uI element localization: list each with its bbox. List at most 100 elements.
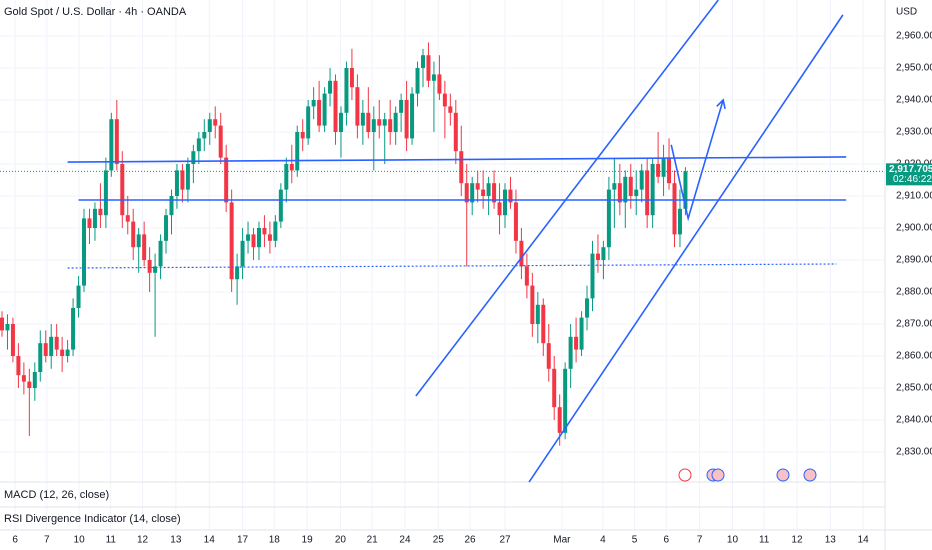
x-tick-label: 14 <box>204 535 216 546</box>
trend-line <box>67 156 847 163</box>
candle-body <box>306 106 311 139</box>
event-icons[interactable] <box>678 468 817 482</box>
candle-body <box>519 240 524 267</box>
y-tick-label: 2,900.000 <box>896 223 932 234</box>
candle-body <box>27 381 32 388</box>
candle-body <box>639 170 644 190</box>
candle-body <box>404 100 409 139</box>
candle-body <box>158 240 163 267</box>
candle-body <box>382 119 387 126</box>
last-price-box <box>886 163 932 186</box>
candle-body <box>169 196 174 216</box>
candle-body <box>202 132 207 139</box>
arrow-head <box>716 98 726 109</box>
candle-body <box>585 298 590 318</box>
candle-body <box>114 119 119 164</box>
candle-body <box>262 228 267 235</box>
candle-body <box>601 247 606 260</box>
candle-body <box>481 189 486 196</box>
y-tick-label: 2,870.000 <box>896 319 932 330</box>
candle-body <box>492 183 497 203</box>
candle-body <box>677 208 682 235</box>
candle-body <box>661 157 666 177</box>
countdown: 02:46:22 <box>893 174 932 185</box>
candle-body <box>218 125 223 158</box>
event-icon[interactable] <box>678 468 692 482</box>
candle-body <box>563 368 568 433</box>
candle-body <box>235 266 240 280</box>
x-tick-label: 13 <box>825 535 837 546</box>
currency[interactable]: USD <box>896 7 917 18</box>
candle-body <box>153 266 158 273</box>
candle-body <box>213 119 218 126</box>
candle-body <box>278 189 283 222</box>
candle-body <box>366 112 371 132</box>
candle-body <box>273 221 278 241</box>
x-tick-label: 13 <box>170 535 182 546</box>
x-tick-label: 11 <box>106 535 117 546</box>
trend-line <box>528 14 844 483</box>
candle-body <box>164 215 169 241</box>
y-tick-label: 2,850.000 <box>896 383 932 394</box>
candle-body <box>513 202 518 241</box>
candle-body <box>612 183 617 190</box>
event-icon[interactable] <box>776 468 790 482</box>
candle-body <box>448 106 453 113</box>
y-tick-label: 2,940.000 <box>896 95 932 106</box>
candle-body <box>431 74 436 81</box>
x-tick-label: 20 <box>335 535 347 546</box>
candle-body <box>256 228 261 248</box>
candle-body <box>415 68 420 94</box>
candle-body <box>317 100 322 126</box>
candle-body <box>5 324 10 331</box>
candle-body <box>420 55 425 68</box>
candle-body <box>328 80 333 94</box>
candle-body <box>552 368 557 408</box>
candle-body <box>437 74 442 94</box>
candle-body <box>453 112 458 152</box>
candle-body <box>246 234 251 241</box>
y-tick-label: 2,950.000 <box>896 63 932 74</box>
candle-body <box>497 202 502 216</box>
indicator-label[interactable]: MACD (12, 26, close) <box>4 489 109 501</box>
candle-body <box>645 170 650 216</box>
indicator-label[interactable]: RSI Divergence Indicator (14, close) <box>4 513 181 525</box>
candle-body <box>524 266 529 286</box>
x-tick-label: 26 <box>464 535 476 546</box>
trend-line <box>415 0 719 397</box>
x-tick-label: 11 <box>759 535 770 546</box>
candle-body <box>131 221 136 248</box>
last-price-label: 2,917.705 <box>889 164 932 175</box>
candle-body <box>486 183 491 196</box>
candle-body <box>71 308 76 350</box>
candle-body <box>355 87 360 126</box>
candle-body <box>240 240 245 267</box>
candle-body <box>60 349 65 356</box>
candle-body <box>628 176 633 196</box>
x-tick-label: 7 <box>697 535 703 546</box>
x-tick-label: 6 <box>664 535 670 546</box>
candle-body <box>54 336 59 350</box>
y-tick-label: 2,910.000 <box>896 191 932 202</box>
candle-body <box>43 343 48 356</box>
candle-body <box>377 119 382 126</box>
x-tick-label: 7 <box>44 535 50 546</box>
candle-body <box>295 132 300 171</box>
candle-body <box>344 68 349 113</box>
x-tick-label: 21 <box>367 535 379 546</box>
candle-body <box>87 218 92 228</box>
candle-body <box>464 183 469 203</box>
candle-body <box>98 208 103 216</box>
event-icon[interactable] <box>711 468 725 482</box>
candle-body <box>470 183 475 203</box>
candle-body <box>174 170 179 196</box>
chart-title: Gold Spot / U.S. Dollar · 4h · OANDA <box>4 6 187 18</box>
candle-body <box>579 317 584 350</box>
candle-body <box>38 343 43 372</box>
candle-body <box>196 138 201 152</box>
candle-body <box>49 336 54 356</box>
event-icon[interactable] <box>803 468 817 482</box>
candle-body <box>65 349 70 356</box>
candle-body <box>541 304 546 344</box>
